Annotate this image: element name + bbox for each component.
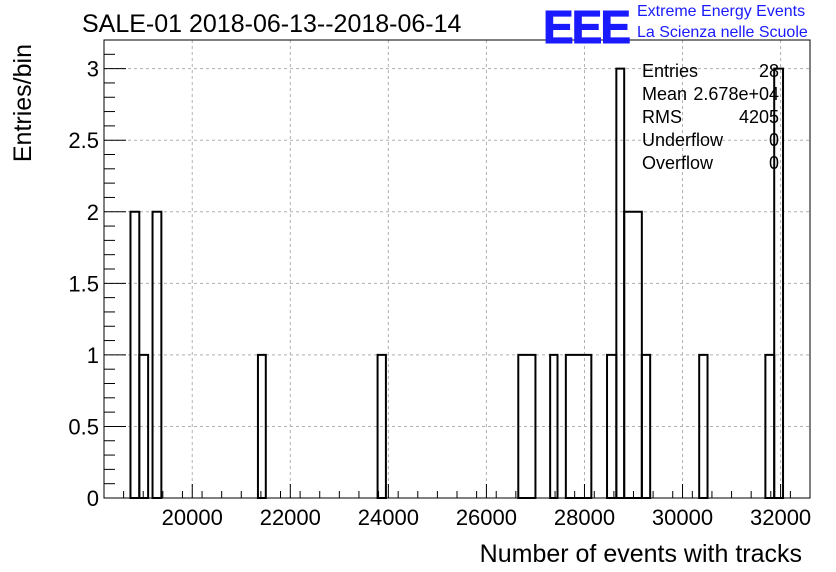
- stats-rms-label: RMS: [642, 107, 682, 127]
- y-axis: 0 0.5 1 1.5 2 2.5 3: [68, 53, 126, 511]
- stats-row-underflow: Underflow 0: [642, 129, 779, 152]
- y-tick-label: 1.5: [68, 271, 99, 296]
- y-tick-label: 3: [87, 57, 99, 82]
- logo-line-2: La Scienza nelle Scuole: [637, 24, 808, 41]
- eee-logo: EEE: [542, 1, 631, 54]
- y-axis-label: Entries/bin: [9, 44, 37, 162]
- y-tick-label: 0: [87, 486, 99, 511]
- y-tick-label: 0.5: [68, 414, 99, 439]
- x-tick-label: 30000: [652, 505, 713, 530]
- x-tick-label: 22000: [260, 505, 321, 530]
- stats-entries-value: 28: [758, 61, 779, 81]
- x-tick-label: 20000: [162, 505, 223, 530]
- x-tick-label: 28000: [554, 505, 615, 530]
- y-tick-label: 2: [87, 200, 99, 225]
- chart-title: SALE-01 2018-06-13--2018-06-14: [82, 10, 462, 38]
- x-axis: 20000 22000 24000 26000 28000 30000 32000: [103, 484, 811, 530]
- stats-row-overflow: Overflow 0: [642, 152, 779, 175]
- stats-row-mean: Mean 2.678e+04: [642, 83, 779, 106]
- stats-entries-label: Entries: [642, 61, 699, 81]
- logo-line-1: Extreme Energy Events: [637, 3, 806, 20]
- stats-underflow-value: 0: [768, 130, 779, 150]
- stats-mean-label: Mean: [642, 84, 688, 104]
- x-tick-label: 32000: [750, 505, 811, 530]
- stats-box: Entries 28 Mean 2.678e+04 RMS 4205 Under…: [642, 60, 779, 175]
- stats-underflow-label: Underflow: [642, 130, 724, 150]
- stats-row-entries: Entries 28: [642, 60, 779, 83]
- stats-mean-value: 2.678e+04: [693, 84, 779, 104]
- grid-lines: [104, 40, 810, 498]
- y-tick-label: 2.5: [68, 128, 99, 153]
- x-tick-label: 26000: [456, 505, 517, 530]
- stats-overflow-value: 0: [768, 153, 779, 173]
- stats-overflow-label: Overflow: [642, 153, 714, 173]
- stats-row-rms: RMS 4205: [642, 106, 779, 129]
- y-tick-label: 1: [87, 343, 99, 368]
- stats-rms-value: 4205: [738, 107, 779, 127]
- x-tick-label: 24000: [358, 505, 419, 530]
- x-axis-label: Number of events with tracks: [480, 540, 802, 568]
